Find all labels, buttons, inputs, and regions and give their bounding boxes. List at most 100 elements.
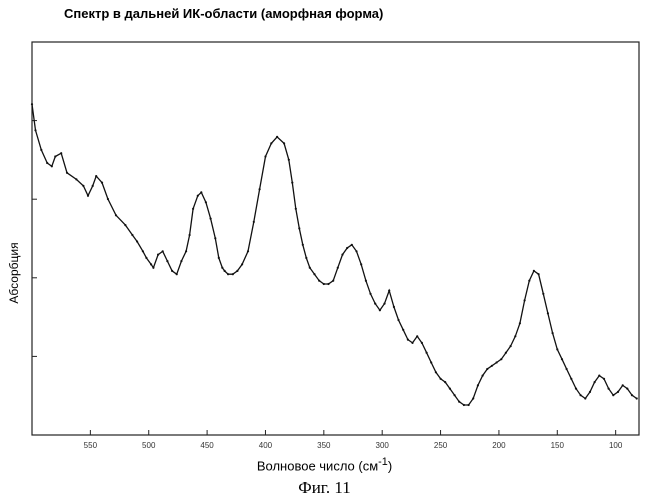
data-point xyxy=(444,381,446,383)
data-point xyxy=(124,224,126,226)
data-point xyxy=(180,260,182,262)
data-point xyxy=(486,368,488,370)
data-point xyxy=(524,299,526,301)
x-tick-label: 500 xyxy=(142,441,156,450)
x-tick-label: 300 xyxy=(376,441,390,450)
data-point xyxy=(171,270,173,272)
data-point xyxy=(145,257,147,259)
data-point xyxy=(383,303,385,305)
data-point xyxy=(510,345,512,347)
data-point xyxy=(612,394,614,396)
data-point xyxy=(598,375,600,377)
data-point xyxy=(631,394,633,396)
data-point xyxy=(34,129,36,131)
data-point xyxy=(259,188,261,190)
data-point xyxy=(288,159,290,161)
data-point xyxy=(107,198,109,200)
data-point xyxy=(416,335,418,337)
x-tick-label: 350 xyxy=(317,441,331,450)
x-axis-ticks: 550500450400350300250200150100 xyxy=(84,430,623,450)
data-point xyxy=(136,240,138,242)
x-tick-label: 400 xyxy=(259,441,273,450)
data-point xyxy=(185,250,187,252)
data-point xyxy=(491,365,493,367)
data-point xyxy=(131,234,133,236)
data-point xyxy=(205,201,207,203)
data-point xyxy=(505,352,507,354)
x-tick-label: 200 xyxy=(492,441,506,450)
data-point xyxy=(542,293,544,295)
x-axis-label-superscript: -1 xyxy=(378,456,388,468)
data-point xyxy=(327,283,329,285)
data-point xyxy=(421,342,423,344)
x-axis-label: Волновое число (см-1) xyxy=(0,456,649,473)
series-line-absorbance xyxy=(32,104,637,405)
data-point xyxy=(236,270,238,272)
data-point xyxy=(46,162,48,164)
data-point xyxy=(283,142,285,144)
data-point xyxy=(313,273,315,275)
data-point xyxy=(369,293,371,295)
data-point xyxy=(477,384,479,386)
data-point xyxy=(594,381,596,383)
data-point xyxy=(393,306,395,308)
data-point xyxy=(270,142,272,144)
data-point xyxy=(305,257,307,259)
figure-caption: Фиг. 11 xyxy=(0,478,649,498)
data-point xyxy=(430,361,432,363)
data-point xyxy=(218,257,220,259)
data-point xyxy=(253,221,255,223)
data-point xyxy=(346,247,348,249)
data-point xyxy=(337,267,339,269)
data-point xyxy=(221,267,223,269)
data-point xyxy=(528,280,530,282)
data-point xyxy=(379,309,381,311)
data-point xyxy=(514,335,516,337)
data-point xyxy=(365,280,367,282)
data-point xyxy=(214,237,216,239)
y-axis-ticks xyxy=(32,121,37,357)
data-point xyxy=(580,394,582,396)
data-point xyxy=(561,358,563,360)
data-point xyxy=(264,155,266,157)
data-point xyxy=(197,195,199,197)
data-point xyxy=(176,273,178,275)
data-point xyxy=(622,384,624,386)
x-axis-label-close: ) xyxy=(388,458,392,473)
data-point xyxy=(295,208,297,210)
data-point xyxy=(556,348,558,350)
data-point xyxy=(82,185,84,187)
data-point xyxy=(162,250,164,252)
data-point xyxy=(355,250,357,252)
data-point xyxy=(318,280,320,282)
data-point xyxy=(374,303,376,305)
data-point xyxy=(332,280,334,282)
data-point xyxy=(291,182,293,184)
data-point xyxy=(241,263,243,265)
data-point xyxy=(302,244,304,246)
data-point xyxy=(31,103,33,105)
data-point xyxy=(247,250,249,252)
data-point xyxy=(101,182,103,184)
data-point xyxy=(309,267,311,269)
data-point xyxy=(617,391,619,393)
data-point xyxy=(341,254,343,256)
data-point xyxy=(402,329,404,331)
data-point xyxy=(472,397,474,399)
data-point xyxy=(608,388,610,390)
data-point xyxy=(323,283,325,285)
data-point xyxy=(298,227,300,229)
data-point xyxy=(636,397,638,399)
data-point xyxy=(92,185,94,187)
data-point xyxy=(435,371,437,373)
series-points xyxy=(31,103,638,406)
data-point xyxy=(566,368,568,370)
data-point xyxy=(200,191,202,193)
data-point xyxy=(449,388,451,390)
data-point xyxy=(519,322,521,324)
data-point xyxy=(192,208,194,210)
data-point xyxy=(157,254,159,256)
data-point xyxy=(426,352,428,354)
data-point xyxy=(603,378,605,380)
